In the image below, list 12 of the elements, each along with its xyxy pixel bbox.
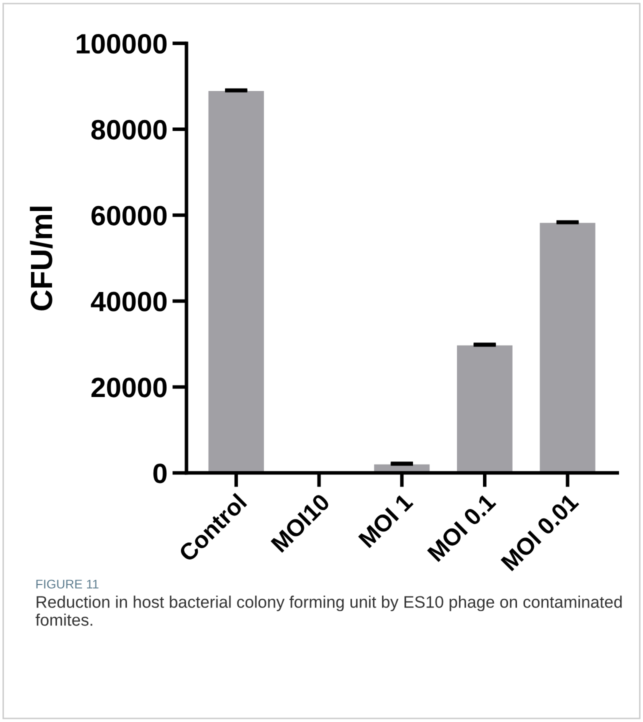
y-tick-label: 100000 xyxy=(76,34,167,54)
y-tick-label: 20000 xyxy=(91,378,167,398)
y-tick-label: 0 xyxy=(153,464,167,484)
bar xyxy=(540,222,596,473)
bar xyxy=(208,91,264,473)
caption: FIGURE 11 xyxy=(36,580,98,589)
y-tick-label: 80000 xyxy=(91,120,167,140)
y-tick-label: 60000 xyxy=(92,206,167,226)
y-tick-label: 40000 xyxy=(90,292,167,312)
text: Reduction in host bacterial colony forming unit by ES10 phage on contaminated fomites. xyxy=(36,596,622,626)
bar xyxy=(456,345,512,473)
y-axis-title: CFU/ml xyxy=(30,206,53,310)
